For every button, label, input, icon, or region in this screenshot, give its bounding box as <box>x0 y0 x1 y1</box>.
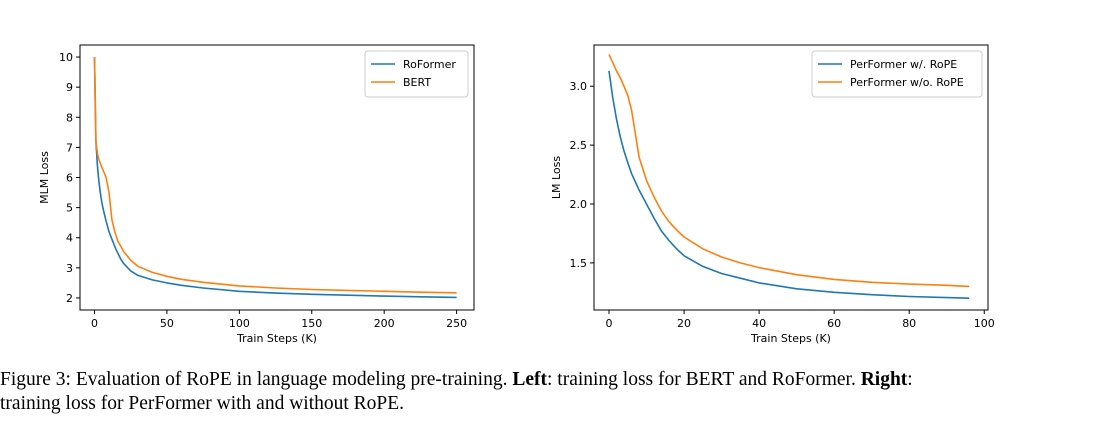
x-axis-label: Train Steps (K) <box>750 332 831 345</box>
x-tick-label: 100 <box>974 317 995 330</box>
legend-box <box>364 50 469 98</box>
x-tick-label: 250 <box>446 317 467 330</box>
y-tick-label: 5 <box>66 202 73 215</box>
legend-label: BERT <box>403 76 431 89</box>
y-tick-label: 2.0 <box>570 198 588 211</box>
y-tick-label: 3.0 <box>570 80 588 93</box>
y-axis-label: LM Loss <box>550 156 563 200</box>
legend-label: PerFormer w/o. RoPE <box>850 76 964 89</box>
legend-label: RoFormer <box>403 58 456 71</box>
y-tick-label: 7 <box>66 141 73 154</box>
series-line-1 <box>93 56 457 294</box>
plot-frame <box>593 44 989 311</box>
y-tick-label: 2 <box>66 292 73 305</box>
series-line-1 <box>608 54 970 288</box>
x-tick-label: 40 <box>752 317 766 330</box>
y-axis-label: MLM Loss <box>38 151 51 204</box>
series-line-0 <box>608 70 970 299</box>
chart-panel-left: 0 50 100 150 200 250 2 3 4 5 6 7 8 9 10 Train Steps (K)… <box>38 44 475 345</box>
legend: RoFormer BERT <box>364 50 469 98</box>
caption-left-text: : training loss for BERT and RoFormer. <box>546 369 861 390</box>
caption-prefix: Figure 3: Evaluation of RoPE in language… <box>0 369 513 390</box>
x-tick-label: 0 <box>91 317 98 330</box>
x-tick-label: 20 <box>677 317 691 330</box>
y-tick-label: 4 <box>66 232 73 245</box>
y-tick-label: 2.5 <box>570 139 588 152</box>
legend-box <box>811 50 983 98</box>
caption-right-bold: Right <box>860 369 908 390</box>
caption-line2: training loss for PerFormer with and wit… <box>0 393 405 414</box>
legend-label: PerFormer w/. RoPE <box>850 58 957 71</box>
y-tick-label: 8 <box>66 111 73 124</box>
caption-right-text: : <box>907 369 913 390</box>
y-tick-label: 9 <box>66 81 73 94</box>
y-tick-label: 1.5 <box>570 257 588 270</box>
figure-caption: Figure 3: Evaluation of RoPE in language… <box>0 368 1108 416</box>
chart-panel-right: 0 20 40 60 80 100 1.5 2.0 2.5 3.0 Train Steps (K) L… <box>550 44 995 345</box>
x-tick-label: 60 <box>827 317 841 330</box>
x-tick-label: 200 <box>374 317 395 330</box>
legend: PerFormer w/. RoPE PerFormer w/o. RoPE <box>811 50 983 98</box>
x-axis-label: Train Steps (K) <box>236 332 317 345</box>
x-tick-label: 0 <box>606 317 613 330</box>
x-tick-label: 50 <box>160 317 174 330</box>
y-tick-label: 3 <box>66 262 73 275</box>
x-tick-label: 100 <box>229 317 250 330</box>
x-tick-label: 80 <box>902 317 916 330</box>
y-tick-label: 10 <box>59 51 73 64</box>
series-line-0 <box>93 56 457 299</box>
x-tick-label: 150 <box>301 317 322 330</box>
caption-left-bold: Left <box>512 369 547 390</box>
y-tick-label: 6 <box>66 172 73 185</box>
